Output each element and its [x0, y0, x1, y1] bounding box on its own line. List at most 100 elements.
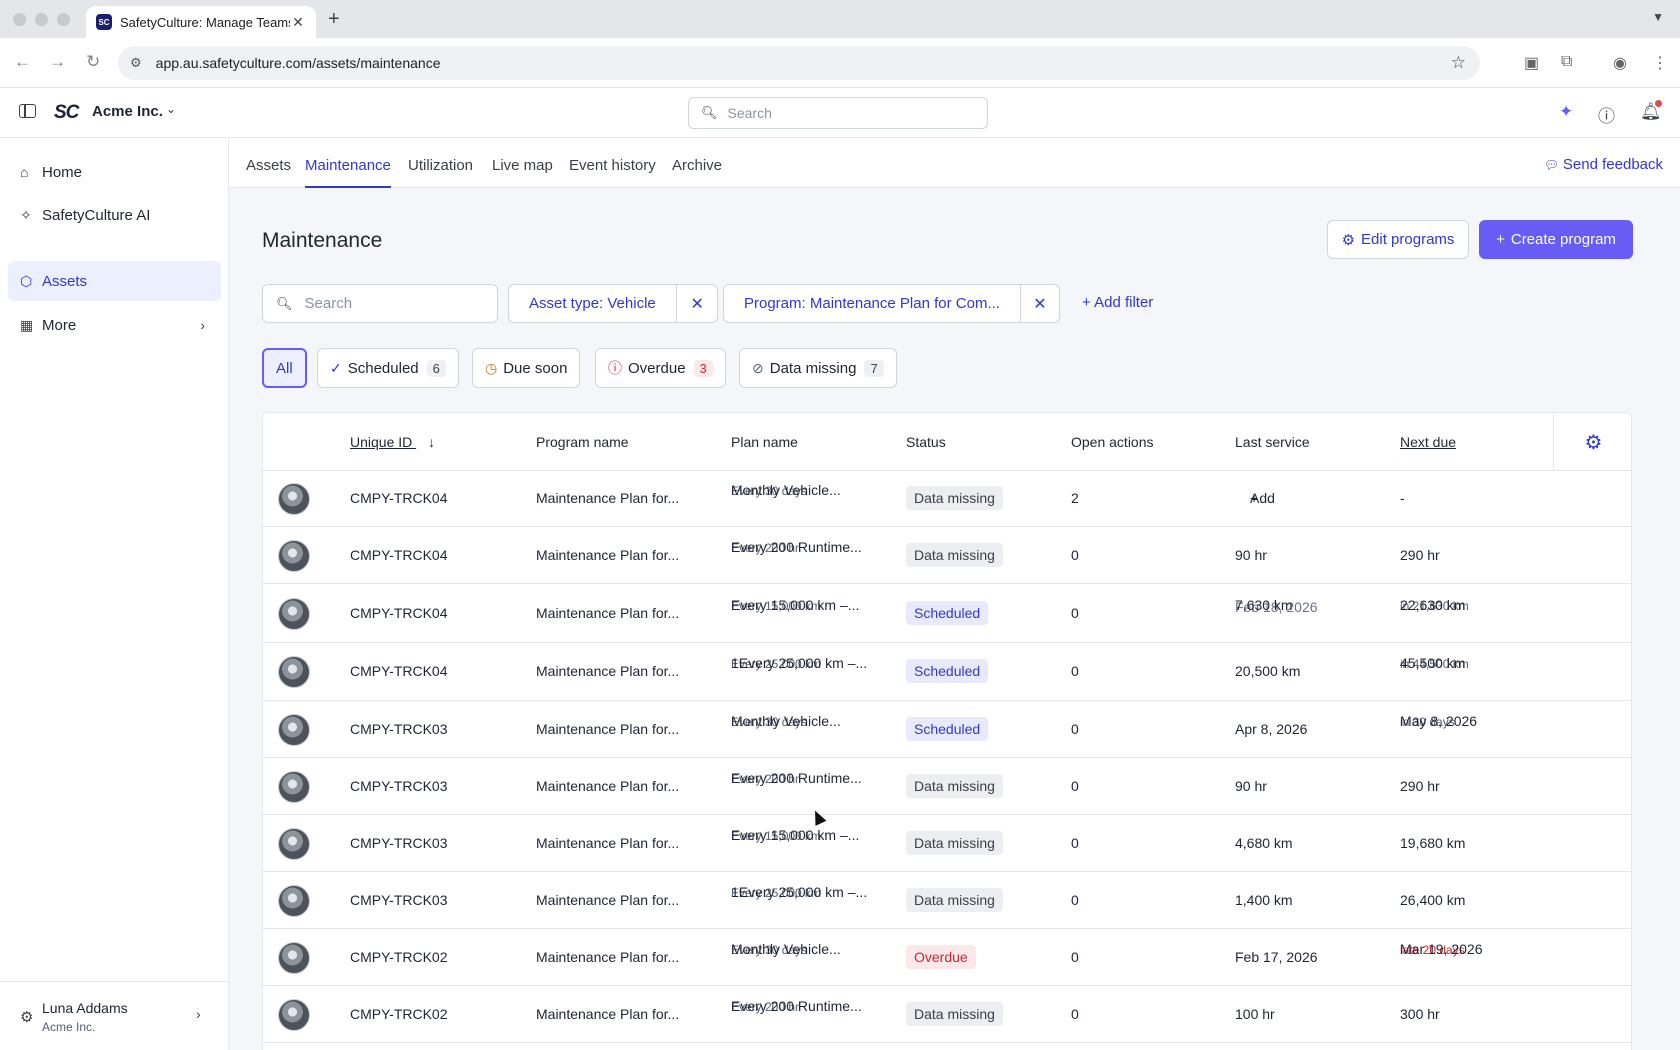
tab-event-history[interactable]: Event history: [569, 157, 656, 174]
new-tab-icon[interactable]: +: [328, 8, 340, 30]
table-row[interactable]: CMPY-TRCK04 Maintenance Plan for... 1Every…: [263, 643, 1631, 701]
global-search-input[interactable]: 🔍︎ Search: [688, 97, 988, 129]
block-icon: ⊘: [752, 359, 764, 376]
table-row[interactable]: CMPY-TRCK03 Maintenance Plan for... Monthl…: [263, 701, 1631, 758]
next-due-cell-sub: in 44,500 km: [1400, 657, 1469, 671]
create-program-button[interactable]: + Create program: [1479, 220, 1633, 259]
table-search-input[interactable]: 🔍︎ Search: [262, 284, 498, 323]
table-row[interactable]: CMPY-TRCK03 Maintenance Plan for... Every …: [263, 758, 1631, 815]
sidebar-item-more[interactable]: ▦ More ›: [8, 305, 221, 345]
status-badge: Data missing: [906, 486, 1003, 510]
tab-live-map[interactable]: Live map: [492, 157, 553, 174]
unique-id-cell: CMPY-TRCK02: [350, 948, 448, 965]
browser-tab[interactable]: SC SafetyCulture: Manage Teams ✕: [86, 6, 316, 38]
table-row[interactable]: CMPY-TRCK04 Maintenance Plan for... Every …: [263, 584, 1631, 643]
window-minimize-button[interactable]: [35, 13, 48, 26]
last-service-cell-value: Apr 8, 2026: [1235, 720, 1308, 737]
main-content: Maintenance ⚙ Edit programs + Create pro…: [229, 188, 1680, 1050]
program-name-cell: Maintenance Plan for...: [536, 948, 680, 965]
back-icon[interactable]: ←: [14, 52, 31, 71]
segment-scheduled[interactable]: ✓ Scheduled 6: [317, 348, 459, 388]
unique-id-cell: CMPY-TRCK03: [350, 834, 448, 851]
table-row[interactable]: CMPY-TRCK04 Maintenance Plan for... Every …: [263, 527, 1631, 584]
sidebar-item-safetyculture-ai[interactable]: ✧ SafetyCulture AI: [8, 195, 221, 235]
open-actions-cell: 0: [1071, 891, 1079, 908]
plan-name-cell: Monthly Vehicle... Every 30 days: [731, 482, 841, 498]
sidebar-item-home[interactable]: ⌂ Home: [8, 152, 221, 192]
filter-chip-program[interactable]: Program: Maintenance Plan for Com... ✕: [723, 284, 1060, 323]
sidebar-item-assets[interactable]: ⬡ Assets: [8, 261, 221, 301]
col-status: Status: [906, 434, 946, 450]
forward-icon[interactable]: →: [49, 52, 66, 71]
unique-id-cell: CMPY-TRCK04: [350, 604, 448, 621]
filter-chip-label[interactable]: Program: Maintenance Plan for Com...: [724, 285, 1021, 322]
help-icon[interactable]: ⓘ: [1598, 107, 1615, 126]
ai-sparkle-icon[interactable]: ✦: [1559, 102, 1574, 121]
plan-name-cell-value: Every 15,000 km –...: [731, 826, 860, 843]
segment-overdue[interactable]: ⓘ Overdue 3: [595, 348, 726, 388]
alert-circle-icon: ⓘ: [608, 360, 622, 376]
plan-name-cell-value: Every 15,000 km –...: [731, 596, 860, 613]
plan-name-cell: Every 200 Runtime... Every 200 hr: [731, 998, 862, 1014]
tab-archive[interactable]: Archive: [672, 157, 723, 174]
user-menu[interactable]: ⚙ Luna Addams Acme Inc. ›: [0, 981, 229, 1050]
notifications-bell-icon[interactable]: 🔔︎: [1640, 102, 1662, 121]
program-name-cell: Maintenance Plan for...: [536, 604, 680, 621]
plan-name-cell-sub: Every 30 days: [731, 714, 808, 729]
table-settings-gear-icon[interactable]: ⚙: [1553, 413, 1631, 471]
sidebar-toggle-icon[interactable]: [19, 104, 36, 118]
segment-all[interactable]: All: [262, 348, 307, 388]
segment-due-soon[interactable]: ◷ Due soon: [472, 348, 581, 388]
chevron-down-icon[interactable]: ⌄: [166, 102, 177, 116]
tab-title: SafetyCulture: Manage Teams: [120, 14, 290, 30]
screen-capture-icon[interactable]: ▣: [1524, 55, 1540, 72]
table-row[interactable]: CMPY-TRCK02 Maintenance Plan for... Monthl…: [263, 929, 1631, 986]
tab-maintenance[interactable]: Maintenance: [305, 157, 391, 188]
tab-menu-chevron-icon[interactable]: ▼: [1652, 10, 1664, 24]
status-cell: Data missing: [906, 486, 1003, 510]
col-next-due[interactable]: Next due: [1400, 434, 1457, 450]
filter-chip-asset-type[interactable]: Asset type: Vehicle ✕: [508, 284, 718, 323]
open-actions-cell: 0: [1071, 720, 1079, 737]
browser-menu-icon[interactable]: ⋮: [1652, 55, 1668, 72]
window-zoom-button[interactable]: [57, 13, 70, 26]
last-service-cell-value: 90 hr: [1235, 777, 1267, 794]
status-badge: Scheduled: [906, 659, 989, 683]
col-unique-id[interactable]: Unique ID ↓: [350, 434, 435, 450]
tab-assets[interactable]: Assets: [246, 157, 292, 174]
site-settings-icon[interactable]: ⚙: [130, 55, 142, 70]
url-input[interactable]: ⚙ app.au.safetyculture.com/assets/mainte…: [118, 46, 1480, 80]
sort-arrow-down-icon[interactable]: ↓: [428, 434, 436, 450]
table-row[interactable]: CMPY-TRCK03 Maintenance Plan for... Every …: [263, 815, 1631, 872]
segment-label: Overdue: [628, 359, 686, 377]
unique-id-cell: CMPY-TRCK03: [350, 720, 448, 737]
remove-filter-icon[interactable]: ✕: [1033, 295, 1047, 313]
plan-name-cell-sub: Every 200 hr: [731, 771, 800, 786]
filter-chip-label[interactable]: Asset type: Vehicle: [509, 285, 678, 322]
bookmark-star-icon[interactable]: ☆: [1450, 53, 1466, 72]
profile-icon[interactable]: ◉: [1613, 55, 1627, 72]
org-switcher[interactable]: Acme Inc.: [92, 103, 163, 120]
plan-name-cell: Every 200 Runtime... Every 200 hr: [731, 770, 862, 786]
table-row[interactable]: CMPY-TRCK03 Maintenance Plan for... 1Every…: [263, 872, 1631, 929]
add-filter-button[interactable]: + Add filter: [1082, 294, 1153, 311]
remove-filter-icon[interactable]: ✕: [690, 295, 704, 313]
table-row[interactable]: CMPY-TRCK04 Maintenance Plan for... Monthl…: [263, 471, 1631, 527]
sparkle-icon: ✧: [20, 206, 32, 223]
reload-icon[interactable]: ↻: [86, 52, 101, 71]
browser-tab-bar: SC SafetyCulture: Manage Teams ✕ + ▼: [0, 0, 1680, 38]
edit-programs-button[interactable]: ⚙ Edit programs: [1327, 220, 1469, 259]
last-service-cell-value: 90 hr: [1235, 546, 1267, 563]
col-label: Unique ID: [350, 434, 413, 450]
extensions-icon[interactable]: ⧉: [1561, 53, 1573, 70]
segment-label: Scheduled: [347, 359, 419, 377]
window-close-button[interactable]: [13, 13, 26, 26]
user-name: Luna Addams: [42, 1000, 128, 1016]
chevron-right-icon: ›: [200, 317, 205, 333]
next-due-cell: Mar 19, 2026 late 20 days: [1400, 941, 1483, 957]
send-feedback-link[interactable]: 💬︎ Send feedback: [1544, 156, 1663, 173]
tab-close-icon[interactable]: ✕: [292, 13, 304, 30]
table-row[interactable]: CMPY-TRCK02 Maintenance Plan for... Every …: [263, 986, 1631, 1043]
segment-data-missing[interactable]: ⊘ Data missing 7: [739, 348, 897, 388]
tab-utilization[interactable]: Utilization: [408, 157, 474, 174]
